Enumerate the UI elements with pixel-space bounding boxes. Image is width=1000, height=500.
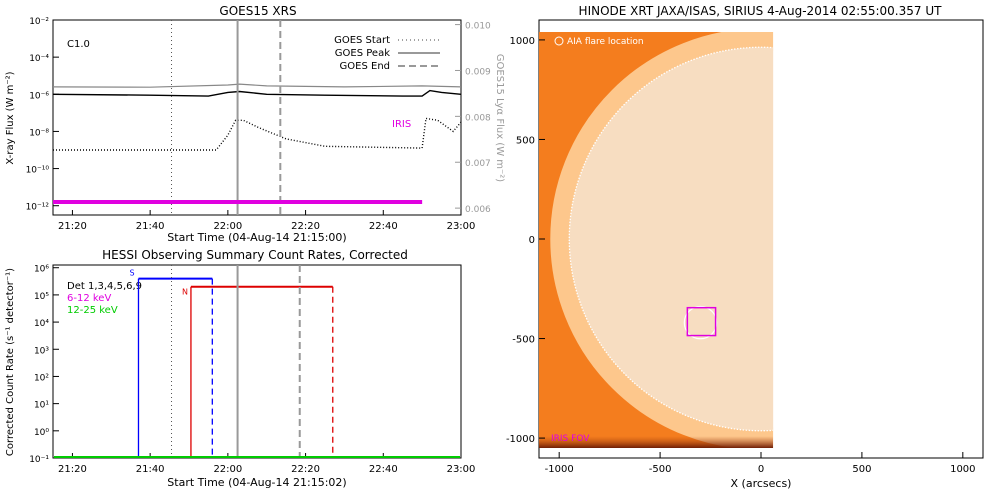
goes-y-tick-label: 10⁻⁸ xyxy=(29,128,49,138)
goes-class-label: C1.0 xyxy=(67,39,90,50)
goes-x-tick-label: 22:40 xyxy=(369,221,398,232)
goes-y2-tick-label: 0.009 xyxy=(465,67,491,77)
goes-y2-tick-label: 0.010 xyxy=(465,22,491,32)
hessi-plot-frame xyxy=(52,264,462,459)
goes-x-tick-label: 21:40 xyxy=(136,221,165,232)
goes-iris-label: IRIS xyxy=(392,119,411,130)
hessi-y-tick-label: 10⁰ xyxy=(34,428,49,438)
goes-y2-tick-label: 0.008 xyxy=(465,113,491,123)
xrt-iris-fov-box xyxy=(686,306,717,337)
hessi-legend-6-12kev: 6-12 keV xyxy=(67,293,111,304)
xrt-bottom-band xyxy=(539,436,774,449)
goes-y-tick-label: 10⁻⁶ xyxy=(29,91,49,101)
xrt-x-ticks: -1000 -500 0 500 1000 xyxy=(545,452,976,475)
goes-x-tick-label: 23:00 xyxy=(447,221,476,232)
xrt-iris-fov-label: IRIS FOV xyxy=(551,434,590,444)
xrt-x-tick-label: -500 xyxy=(649,464,672,475)
hessi-y-ticks: 10⁻¹ 10⁰ 10¹ 10² 10³ 10⁴ 10⁵ 10⁶ xyxy=(29,265,59,465)
legend-goes-peak-label: GOES Peak xyxy=(335,48,390,59)
xrt-flare-marker xyxy=(683,305,718,340)
hessi-y-tick-label: 10³ xyxy=(34,346,49,356)
hessi-x-tick-label: 22:40 xyxy=(369,464,398,475)
xrt-x-axis-label: X (arcsecs) xyxy=(731,477,792,490)
goes-title: GOES15 XRS xyxy=(219,4,296,18)
goes-plot-frame xyxy=(52,19,462,216)
goes-y-ticks: 10⁻¹² 10⁻¹⁰ 10⁻⁸ 10⁻⁶ 10⁻⁴ 10⁻² xyxy=(26,17,59,213)
xrt-y-tick-label: -1000 xyxy=(506,434,535,445)
goes-x-axis-label: Start Time (04-Aug-14 21:15:00) xyxy=(167,231,346,244)
hessi-x-tick-label: 21:20 xyxy=(58,464,87,475)
xrt-flare-legend-label: AIA flare location xyxy=(567,37,644,47)
hessi-title: HESSI Observing Summary Count Rates, Cor… xyxy=(102,248,408,262)
goes-y-tick-label: 10⁻¹² xyxy=(26,203,50,213)
hessi-marker-label: N xyxy=(182,288,188,297)
hessi-y-tick-label: 10² xyxy=(34,373,49,383)
hessi-marks: SN xyxy=(129,265,334,458)
goes-y2-ticks: 0.006 0.007 0.008 0.009 0.010 xyxy=(455,22,491,215)
hessi-y-tick-label: 10⁻¹ xyxy=(29,455,49,465)
hessi-legend-12-25kev: 12-25 keV xyxy=(67,305,118,316)
goes-x-ticks: 21:20 21:40 22:00 22:20 22:40 23:00 xyxy=(58,210,475,232)
hessi-x-tick-label: 22:20 xyxy=(291,464,320,475)
goes-event-lines xyxy=(171,20,282,215)
hessi-x-axis-label: Start Time (04-Aug-14 21:15:02) xyxy=(167,476,346,489)
hessi-x-tick-label: 21:40 xyxy=(136,464,165,475)
goes-y2-tick-label: 0.006 xyxy=(465,205,491,215)
hessi-y-tick-label: 10⁶ xyxy=(34,265,49,275)
hessi-y-tick-label: 10⁵ xyxy=(34,292,49,302)
goes-y-axis-label: X-ray Flux (W m⁻²) xyxy=(5,71,16,164)
goes-curves xyxy=(52,83,462,151)
xrt-x-tick-label: 500 xyxy=(852,464,871,475)
xrt-panel: HINODE XRT JAXA/ISAS, SIRIUS 4-Aug-2014 … xyxy=(506,4,984,490)
hessi-x-tick-label: 23:00 xyxy=(447,464,476,475)
hessi-y-tick-label: 10¹ xyxy=(34,401,49,411)
goes-series-line xyxy=(52,89,462,97)
xrt-y-tick-label: 1000 xyxy=(510,36,535,47)
hessi-x-tick-label: 22:00 xyxy=(213,464,242,475)
legend-goes-end-label: GOES End xyxy=(340,61,390,72)
goes-y2-tick-label: 0.007 xyxy=(465,159,491,169)
hessi-marker-label: S xyxy=(129,269,134,278)
xrt-image xyxy=(539,31,774,449)
goes-panel: GOES15 XRS 21:20 21:40 22:00 22:20 22:40 23:0… xyxy=(5,4,505,244)
xrt-solar-disk xyxy=(569,47,774,431)
goes-y-tick-label: 10⁻¹⁰ xyxy=(26,166,50,176)
goes-y-tick-label: 10⁻² xyxy=(29,17,49,27)
goes-x-tick-label: 22:00 xyxy=(213,221,242,232)
hessi-panel: HESSI Observing Summary Count Rates, Cor… xyxy=(5,248,475,489)
xrt-flare-legend-symbol xyxy=(554,36,564,46)
xrt-limb-contour xyxy=(568,46,774,432)
xrt-x-tick-label: 0 xyxy=(758,464,764,475)
hessi-y-tick-label: 10⁴ xyxy=(34,319,49,329)
xrt-y-ticks: -1000 -500 0 500 1000 xyxy=(506,36,545,445)
xrt-title: HINODE XRT JAXA/ISAS, SIRIUS 4-Aug-2014 … xyxy=(579,4,943,18)
legend-goes-start-label: GOES Start xyxy=(334,35,390,46)
xrt-x-tick-label: -1000 xyxy=(545,464,574,475)
hessi-legend-detectors: Det 1,3,4,5,6,9 xyxy=(67,281,142,292)
xrt-x-tick-label: 1000 xyxy=(950,464,975,475)
goes-x-tick-label: 22:20 xyxy=(291,221,320,232)
goes-legend: GOES Start GOES Peak GOES End xyxy=(334,35,440,72)
goes-y-tick-label: 10⁻⁴ xyxy=(29,54,49,64)
xrt-y-tick-label: -500 xyxy=(512,335,535,346)
xrt-y-tick-label: 0 xyxy=(529,235,535,246)
hessi-y-axis-label: Corrected Count Rate (s⁻¹ detector⁻¹) xyxy=(5,268,16,456)
goes-x-tick-label: 21:20 xyxy=(58,221,87,232)
goes-series-line xyxy=(52,83,462,88)
goes-y2-axis-label: GOES15 Lyα Flux (W m⁻²) xyxy=(494,54,505,182)
xrt-y-tick-label: 500 xyxy=(516,135,535,146)
